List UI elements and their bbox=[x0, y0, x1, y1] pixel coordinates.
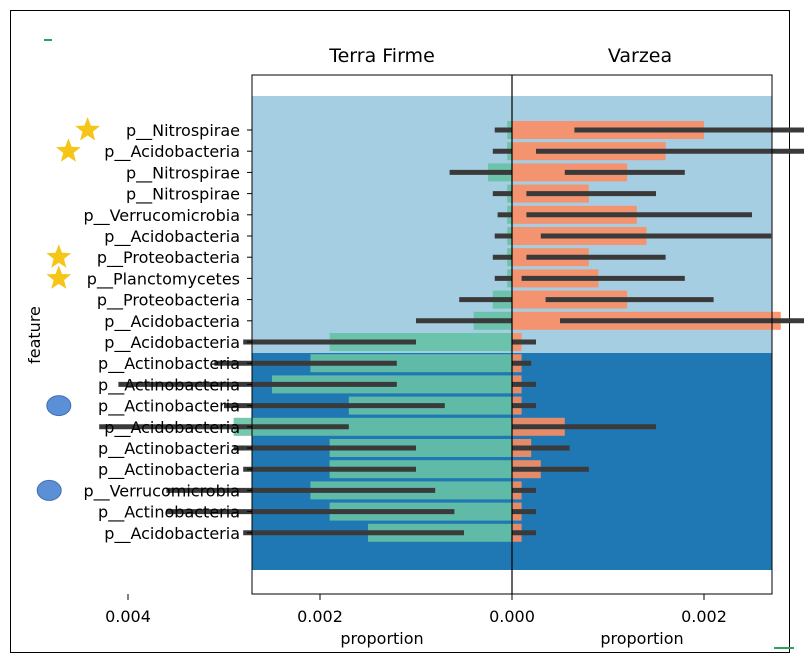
category-label: p__Planctomycetes bbox=[87, 269, 240, 289]
x-tick-label: 0.002 bbox=[297, 607, 343, 626]
circle-marker-icon bbox=[36, 479, 62, 501]
category-label: p__Actinobacteria bbox=[98, 354, 240, 374]
bar-terra-firme bbox=[329, 333, 512, 351]
circle-marker-icon bbox=[46, 395, 72, 417]
category-label: p__Nitrospirae bbox=[126, 185, 240, 205]
category-label: p__Acidobacteria bbox=[104, 418, 240, 438]
category-label: p__Nitrospirae bbox=[126, 163, 240, 183]
star-icon bbox=[46, 265, 72, 289]
category-label: p__Verrucomicrobia bbox=[83, 206, 240, 226]
x-tick-label: 0.002 bbox=[681, 607, 727, 626]
panel-title-left: Terra Firme bbox=[328, 45, 435, 67]
x-axis-label-right: proportion bbox=[600, 629, 683, 648]
category-label: p__Proteobacteria bbox=[97, 291, 240, 311]
star-icon bbox=[75, 117, 100, 141]
x-tick-label: 0.004 bbox=[105, 607, 151, 626]
category-label: p__Acidobacteria bbox=[104, 524, 240, 544]
category-label: p__Actinobacteria bbox=[98, 460, 240, 480]
bar-terra-firme bbox=[310, 354, 512, 373]
category-label: p__Nitrospirae bbox=[126, 121, 240, 141]
x-tick-label: 0.000 bbox=[489, 607, 535, 626]
corner-mark-bottom-right bbox=[774, 647, 794, 649]
figure-frame bbox=[10, 10, 790, 653]
category-label: p__Acidobacteria bbox=[104, 312, 240, 332]
bar-terra-firme bbox=[329, 439, 512, 457]
x-axis-label-left: proportion bbox=[340, 629, 423, 648]
category-label: p__Acidobacteria bbox=[104, 227, 240, 247]
category-label: p__Acidobacteria bbox=[104, 142, 240, 162]
category-label: p__Acidobacteria bbox=[104, 333, 240, 353]
bar-terra-firme bbox=[329, 460, 512, 479]
category-label: p__Actinobacteria bbox=[98, 397, 240, 417]
category-label: p__Proteobacteria bbox=[97, 248, 240, 268]
star-icon bbox=[56, 138, 81, 162]
category-label: p__Actinobacteria bbox=[98, 503, 240, 523]
category-label: p__Verrucomicrobia bbox=[83, 481, 240, 501]
corner-mark-top-left bbox=[44, 39, 52, 41]
panel-title-right: Varzea bbox=[608, 45, 672, 67]
category-label: p__Actinobacteria bbox=[98, 375, 240, 395]
category-label: p__Actinobacteria bbox=[98, 439, 240, 459]
star-icon bbox=[46, 244, 72, 268]
y-axis-label: feature bbox=[25, 306, 44, 364]
bar-terra-firme bbox=[233, 417, 512, 436]
